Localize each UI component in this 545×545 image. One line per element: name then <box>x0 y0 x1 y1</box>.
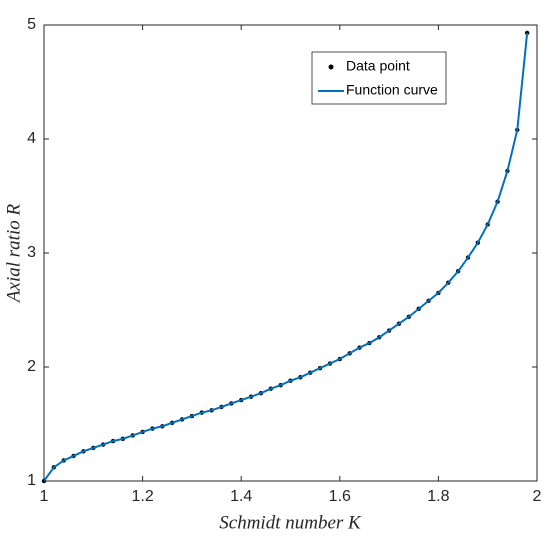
y-tick-label: 2 <box>27 358 36 375</box>
x-tick-label: 1.4 <box>230 488 252 505</box>
y-tick-label: 5 <box>27 16 36 33</box>
x-tick-label: 1 <box>40 488 49 505</box>
legend-marker <box>328 64 334 70</box>
legend-label: Function curve <box>346 82 438 98</box>
plot-area <box>43 24 538 482</box>
x-axis-label: Schmidt number K <box>219 512 362 533</box>
y-axis-label: Axial ratio R <box>3 204 24 305</box>
y-tick-label: 4 <box>27 130 36 147</box>
x-tick-label: 1.6 <box>329 488 351 505</box>
y-tick-label: 1 <box>27 472 36 489</box>
legend-label: Data point <box>346 58 410 74</box>
x-tick-label: 1.2 <box>131 488 153 505</box>
y-tick-label: 3 <box>27 244 36 261</box>
x-tick-label: 1.8 <box>427 488 449 505</box>
legend-box <box>311 51 447 105</box>
function-curve <box>44 32 529 481</box>
x-tick-label: 2 <box>533 488 542 505</box>
